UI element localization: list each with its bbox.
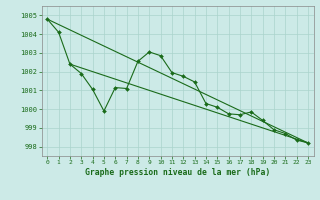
X-axis label: Graphe pression niveau de la mer (hPa): Graphe pression niveau de la mer (hPa): [85, 168, 270, 177]
